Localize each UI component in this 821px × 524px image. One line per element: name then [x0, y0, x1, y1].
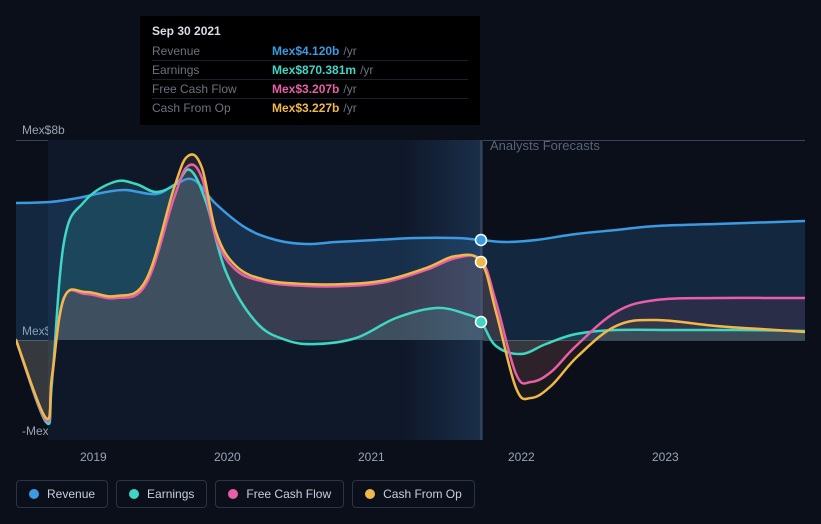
x-axis-tick-label: 2023	[652, 450, 679, 464]
tooltip-row: EarningsMex$870.381m/yr	[152, 61, 468, 80]
tooltip-metric-value: Mex$3.227b	[272, 101, 339, 115]
tooltip-metric-suffix: /yr	[343, 82, 356, 96]
tooltip-date: Sep 30 2021	[152, 24, 468, 38]
chart-svg	[16, 122, 805, 442]
x-axis-tick-label: 2019	[80, 450, 107, 464]
legend-dot-icon	[365, 489, 375, 499]
tooltip-metric-suffix: /yr	[343, 44, 356, 58]
tooltip-metric-label: Revenue	[152, 44, 272, 58]
tooltip-metric-value: Mex$3.207b	[272, 82, 339, 96]
x-axis-tick-label: 2020	[214, 450, 241, 464]
tooltip-row: Free Cash FlowMex$3.207b/yr	[152, 80, 468, 99]
legend-dot-icon	[228, 489, 238, 499]
tooltip-row: RevenueMex$4.120b/yr	[152, 42, 468, 61]
tooltip-metric-label: Earnings	[152, 63, 272, 77]
x-axis-tick-label: 2022	[508, 450, 535, 464]
x-axis-tick-label: 2021	[358, 450, 385, 464]
legend-item-label: Free Cash Flow	[246, 487, 331, 501]
legend-item-label: Earnings	[147, 487, 194, 501]
tooltip-metric-value: Mex$4.120b	[272, 44, 339, 58]
legend-item-fcf[interactable]: Free Cash Flow	[215, 480, 344, 508]
tooltip-row: Cash From OpMex$3.227b/yr	[152, 99, 468, 117]
legend-item-label: Revenue	[47, 487, 95, 501]
tooltip-metric-suffix: /yr	[360, 63, 373, 77]
legend-item-cfo[interactable]: Cash From Op	[352, 480, 475, 508]
legend-item-label: Cash From Op	[383, 487, 462, 501]
legend-item-revenue[interactable]: Revenue	[16, 480, 108, 508]
legend-dot-icon	[29, 489, 39, 499]
financial-forecast-chart[interactable]	[16, 122, 805, 442]
chart-legend: Revenue Earnings Free Cash Flow Cash From O…	[16, 480, 475, 508]
legend-dot-icon	[129, 489, 139, 499]
chart-tooltip: Sep 30 2021 RevenueMex$4.120b/yrEarnings…	[140, 16, 480, 125]
tooltip-metric-label: Free Cash Flow	[152, 82, 272, 96]
tooltip-metric-suffix: /yr	[343, 101, 356, 115]
legend-item-earnings[interactable]: Earnings	[116, 480, 207, 508]
tooltip-metric-label: Cash From Op	[152, 101, 272, 115]
tooltip-metric-value: Mex$870.381m	[272, 63, 356, 77]
